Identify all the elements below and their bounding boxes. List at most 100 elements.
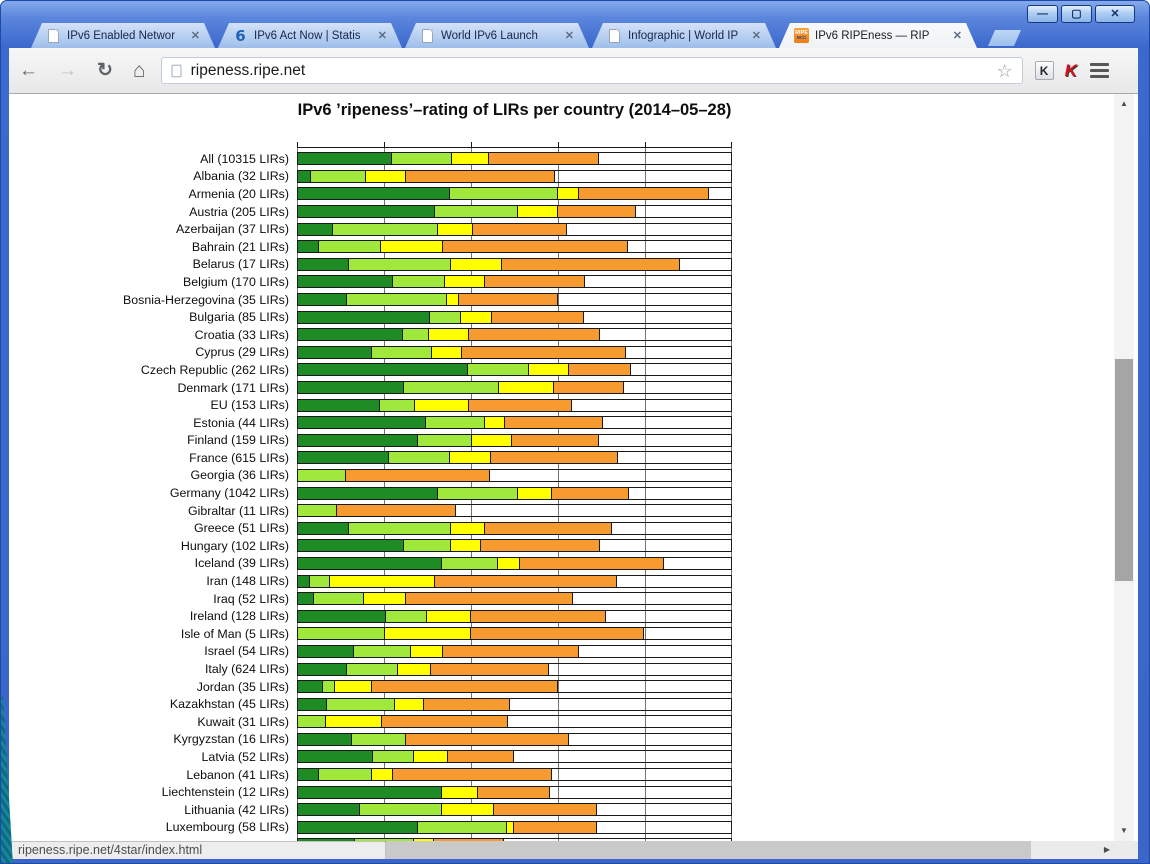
bar-segment xyxy=(314,593,365,605)
bar-segment xyxy=(326,716,382,728)
tab-ipv6-act-now[interactable]: 6 IPv6 Act Now | Statis ✕ xyxy=(218,23,402,48)
k-extension-icon[interactable]: K xyxy=(1034,61,1054,80)
stacked-bar xyxy=(297,398,732,412)
bar-segment xyxy=(462,346,627,358)
row-label: EU (153 LIRs) xyxy=(210,398,289,413)
bar-segment xyxy=(432,346,463,358)
tab-close-icon[interactable]: ✕ xyxy=(377,30,387,42)
bar-segment xyxy=(298,311,431,323)
stacked-bar xyxy=(297,187,732,201)
bar-segment xyxy=(298,769,320,781)
stacked-bar xyxy=(297,433,732,447)
vertical-scrollbar[interactable]: ▲ ▼ xyxy=(1114,94,1134,841)
scroll-down-icon[interactable]: ▼ xyxy=(1120,826,1128,835)
minimize-button[interactable]: — xyxy=(1027,5,1058,23)
chart-row: EU (153 LIRs) xyxy=(9,396,1138,414)
vertical-scrollbar-thumb[interactable] xyxy=(1115,359,1133,581)
tab-close-icon[interactable]: ✕ xyxy=(952,30,962,42)
scroll-right-icon[interactable]: ▶ xyxy=(1103,845,1110,854)
bar-segment xyxy=(298,575,310,587)
bar-segment xyxy=(309,575,331,587)
bar-segment xyxy=(298,417,426,429)
bar-segment xyxy=(484,522,612,534)
bar-segment xyxy=(470,610,607,622)
bar-segment xyxy=(514,821,597,833)
scroll-up-icon[interactable]: ▲ xyxy=(1120,99,1128,108)
horizontal-scrollbar[interactable]: ▶ xyxy=(386,841,1138,859)
bookmark-star-icon[interactable]: ☆ xyxy=(996,60,1013,81)
tab-ipv6-ripeness[interactable]: RIPE NCC IPv6 RIPEness — RIP ✕ xyxy=(779,23,977,48)
row-label: Isle of Man (5 LIRs) xyxy=(180,626,289,641)
url-text[interactable]: ripeness.ripe.net xyxy=(190,61,306,79)
bar-segment xyxy=(352,733,407,745)
axis-tick xyxy=(731,142,732,147)
maximize-button[interactable]: ▢ xyxy=(1061,5,1092,23)
chart-title: IPv6 ’ripeness’–rating of LIRs per count… xyxy=(297,101,732,119)
tab-close-icon[interactable]: ✕ xyxy=(564,30,574,42)
bar-segment xyxy=(298,663,347,675)
bar-segment xyxy=(298,241,319,253)
plot-area: All (10315 LIRs) Albania (32 LIRs) Armenia… xyxy=(9,142,1138,841)
forward-icon[interactable]: → xyxy=(58,60,77,81)
bar-segment xyxy=(298,610,386,622)
row-label: Armenia (20 LIRs) xyxy=(188,186,289,201)
menu-icon[interactable] xyxy=(1088,59,1111,82)
chart-rows: All (10315 LIRs) Albania (32 LIRs) Armenia… xyxy=(9,147,1138,841)
bar-segment xyxy=(491,452,618,464)
address-bar[interactable]: ripeness.ripe.net ☆ xyxy=(160,57,1023,84)
chart-row: Iran (148 LIRs) xyxy=(9,572,1138,590)
chart-row: Luxembourg (58 LIRs) xyxy=(9,819,1138,837)
horizontal-scrollbar-thumb[interactable] xyxy=(386,841,1031,859)
chart-row: Georgia (36 LIRs) xyxy=(9,467,1138,485)
bar-segment xyxy=(359,804,443,816)
back-icon[interactable]: ← xyxy=(19,60,38,81)
extensions-area: K K xyxy=(1023,59,1123,82)
bar-segment xyxy=(346,469,491,481)
stacked-bar xyxy=(297,662,732,676)
tab-close-icon[interactable]: ✕ xyxy=(190,30,200,42)
bar-segment xyxy=(557,206,636,218)
row-label: Ireland (128 LIRs) xyxy=(189,609,289,624)
chart-row: Lithuania (42 LIRs) xyxy=(9,801,1138,819)
axis-tick xyxy=(297,142,298,147)
bar-segment xyxy=(484,276,585,288)
home-icon[interactable]: ⌂ xyxy=(132,59,146,82)
bar-segment xyxy=(473,223,567,235)
axis-tick xyxy=(471,142,472,147)
reload-icon[interactable]: ↻ xyxy=(97,60,113,81)
bar-segment xyxy=(333,223,439,235)
chart-row: All (10315 LIRs) xyxy=(9,150,1138,168)
bar-segment xyxy=(298,469,347,481)
chart-row xyxy=(9,836,1138,841)
row-label: Germany (1042 LIRs) xyxy=(169,486,289,501)
row-label: Bosnia-Herzegovina (35 LIRs) xyxy=(123,292,289,307)
bar-segment xyxy=(372,681,559,693)
tab-label: IPv6 Act Now | Statis xyxy=(254,29,361,42)
bar-segment xyxy=(298,399,380,411)
new-tab-button[interactable] xyxy=(988,30,1021,46)
row-label: Belgium (170 LIRs) xyxy=(182,274,289,289)
axis-tick xyxy=(645,142,646,147)
bar-segment xyxy=(405,593,573,605)
bar-segment xyxy=(468,329,600,341)
bar-segment xyxy=(404,540,451,552)
tab-ipv6-enabled-networks[interactable]: IPv6 Enabled Networ ✕ xyxy=(31,23,215,48)
row-label: Czech Republic (262 LIRs) xyxy=(140,362,289,377)
bar-segment xyxy=(517,206,558,218)
tab-world-ipv6-launch[interactable]: World IPv6 Launch ✕ xyxy=(405,23,589,48)
tab-label: Infographic | World IP xyxy=(628,29,739,42)
bar-segment xyxy=(327,698,395,710)
bar-segment xyxy=(569,364,631,376)
tab-infographic[interactable]: Infographic | World IP ✕ xyxy=(592,23,776,48)
row-label: Latvia (52 LIRs) xyxy=(201,749,289,764)
chart-row: Gibraltar (11 LIRs) xyxy=(9,502,1138,520)
close-button[interactable]: ✕ xyxy=(1095,5,1135,23)
chart-row: Croatia (33 LIRs) xyxy=(9,326,1138,344)
kaspersky-icon[interactable]: K xyxy=(1064,61,1077,80)
bar-segment xyxy=(493,804,597,816)
stacked-bar xyxy=(297,627,732,641)
tab-close-icon[interactable]: ✕ xyxy=(751,30,761,42)
stacked-bar xyxy=(297,556,732,570)
bar-segment xyxy=(337,505,456,517)
bar-segment xyxy=(391,153,453,165)
